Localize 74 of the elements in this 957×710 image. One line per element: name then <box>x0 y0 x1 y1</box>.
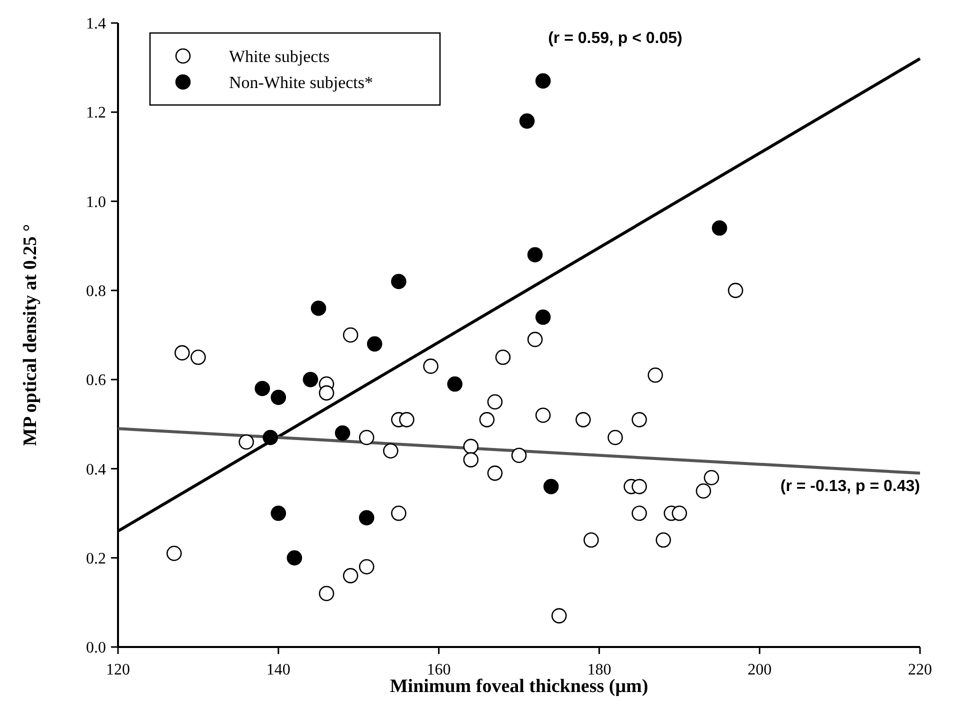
point <box>447 376 462 392</box>
point <box>535 310 551 325</box>
y-tick-label: 0.2 <box>86 550 106 568</box>
point <box>238 434 254 450</box>
point <box>527 247 543 262</box>
x-tick-label: 220 <box>908 662 932 679</box>
point <box>672 506 688 521</box>
point <box>463 452 479 468</box>
point <box>286 550 302 566</box>
x-tick-label: 140 <box>266 662 290 679</box>
point <box>463 438 479 454</box>
x-tick-label: 160 <box>426 662 451 679</box>
x-tick-label: 200 <box>748 662 772 679</box>
point <box>342 568 358 584</box>
point <box>535 73 551 89</box>
point <box>656 532 672 548</box>
point <box>318 385 334 401</box>
point <box>391 274 406 290</box>
point <box>318 586 334 602</box>
point <box>495 350 511 365</box>
point <box>632 478 647 494</box>
point <box>487 466 503 481</box>
point <box>584 532 599 548</box>
point <box>366 336 382 352</box>
point <box>535 408 551 423</box>
point <box>302 372 318 388</box>
point <box>391 506 406 521</box>
legend-label: White subjects <box>229 47 330 66</box>
point <box>310 300 326 316</box>
point <box>704 470 720 486</box>
x-tick-label: 120 <box>106 662 130 679</box>
point <box>519 113 535 129</box>
point <box>342 327 358 343</box>
annotation: (r = -0.13, p = 0.43) <box>780 478 920 495</box>
point <box>262 430 278 446</box>
point <box>648 367 663 383</box>
y-axis-title: MP optical density at 0.25 ° <box>20 224 41 446</box>
point <box>174 345 190 360</box>
point <box>358 430 374 446</box>
point <box>608 430 623 446</box>
y-tick-label: 0.6 <box>86 372 106 390</box>
point <box>728 282 744 298</box>
point <box>358 559 374 574</box>
point <box>399 412 414 428</box>
point <box>487 394 503 410</box>
point <box>479 412 495 428</box>
y-tick-label: 0.4 <box>86 461 106 478</box>
point <box>543 478 559 494</box>
point <box>712 220 728 236</box>
point <box>632 506 647 521</box>
point <box>383 443 398 459</box>
point <box>270 390 286 406</box>
point <box>270 506 286 521</box>
y-tick-label: 1.0 <box>86 194 106 211</box>
point <box>511 448 527 463</box>
y-tick-label: 1.4 <box>86 16 106 33</box>
annotation: (r = 0.59, p < 0.05) <box>548 30 682 47</box>
point <box>576 412 591 428</box>
point <box>696 483 712 499</box>
point <box>254 380 270 396</box>
point <box>527 332 543 348</box>
x-tick-label: 180 <box>587 662 612 679</box>
legend-label: Non-White subjects* <box>229 73 373 92</box>
point <box>334 425 350 441</box>
y-tick-label: 0.8 <box>86 283 106 300</box>
y-tick-label: 1.2 <box>86 104 106 122</box>
x-axis-title: Minimum foveal thickness (μm) <box>390 676 648 697</box>
point <box>551 608 567 624</box>
point <box>358 510 374 526</box>
point <box>632 412 647 428</box>
point <box>166 546 182 562</box>
point <box>190 350 206 365</box>
y-tick-label: 0.0 <box>86 640 106 657</box>
point <box>423 358 438 374</box>
